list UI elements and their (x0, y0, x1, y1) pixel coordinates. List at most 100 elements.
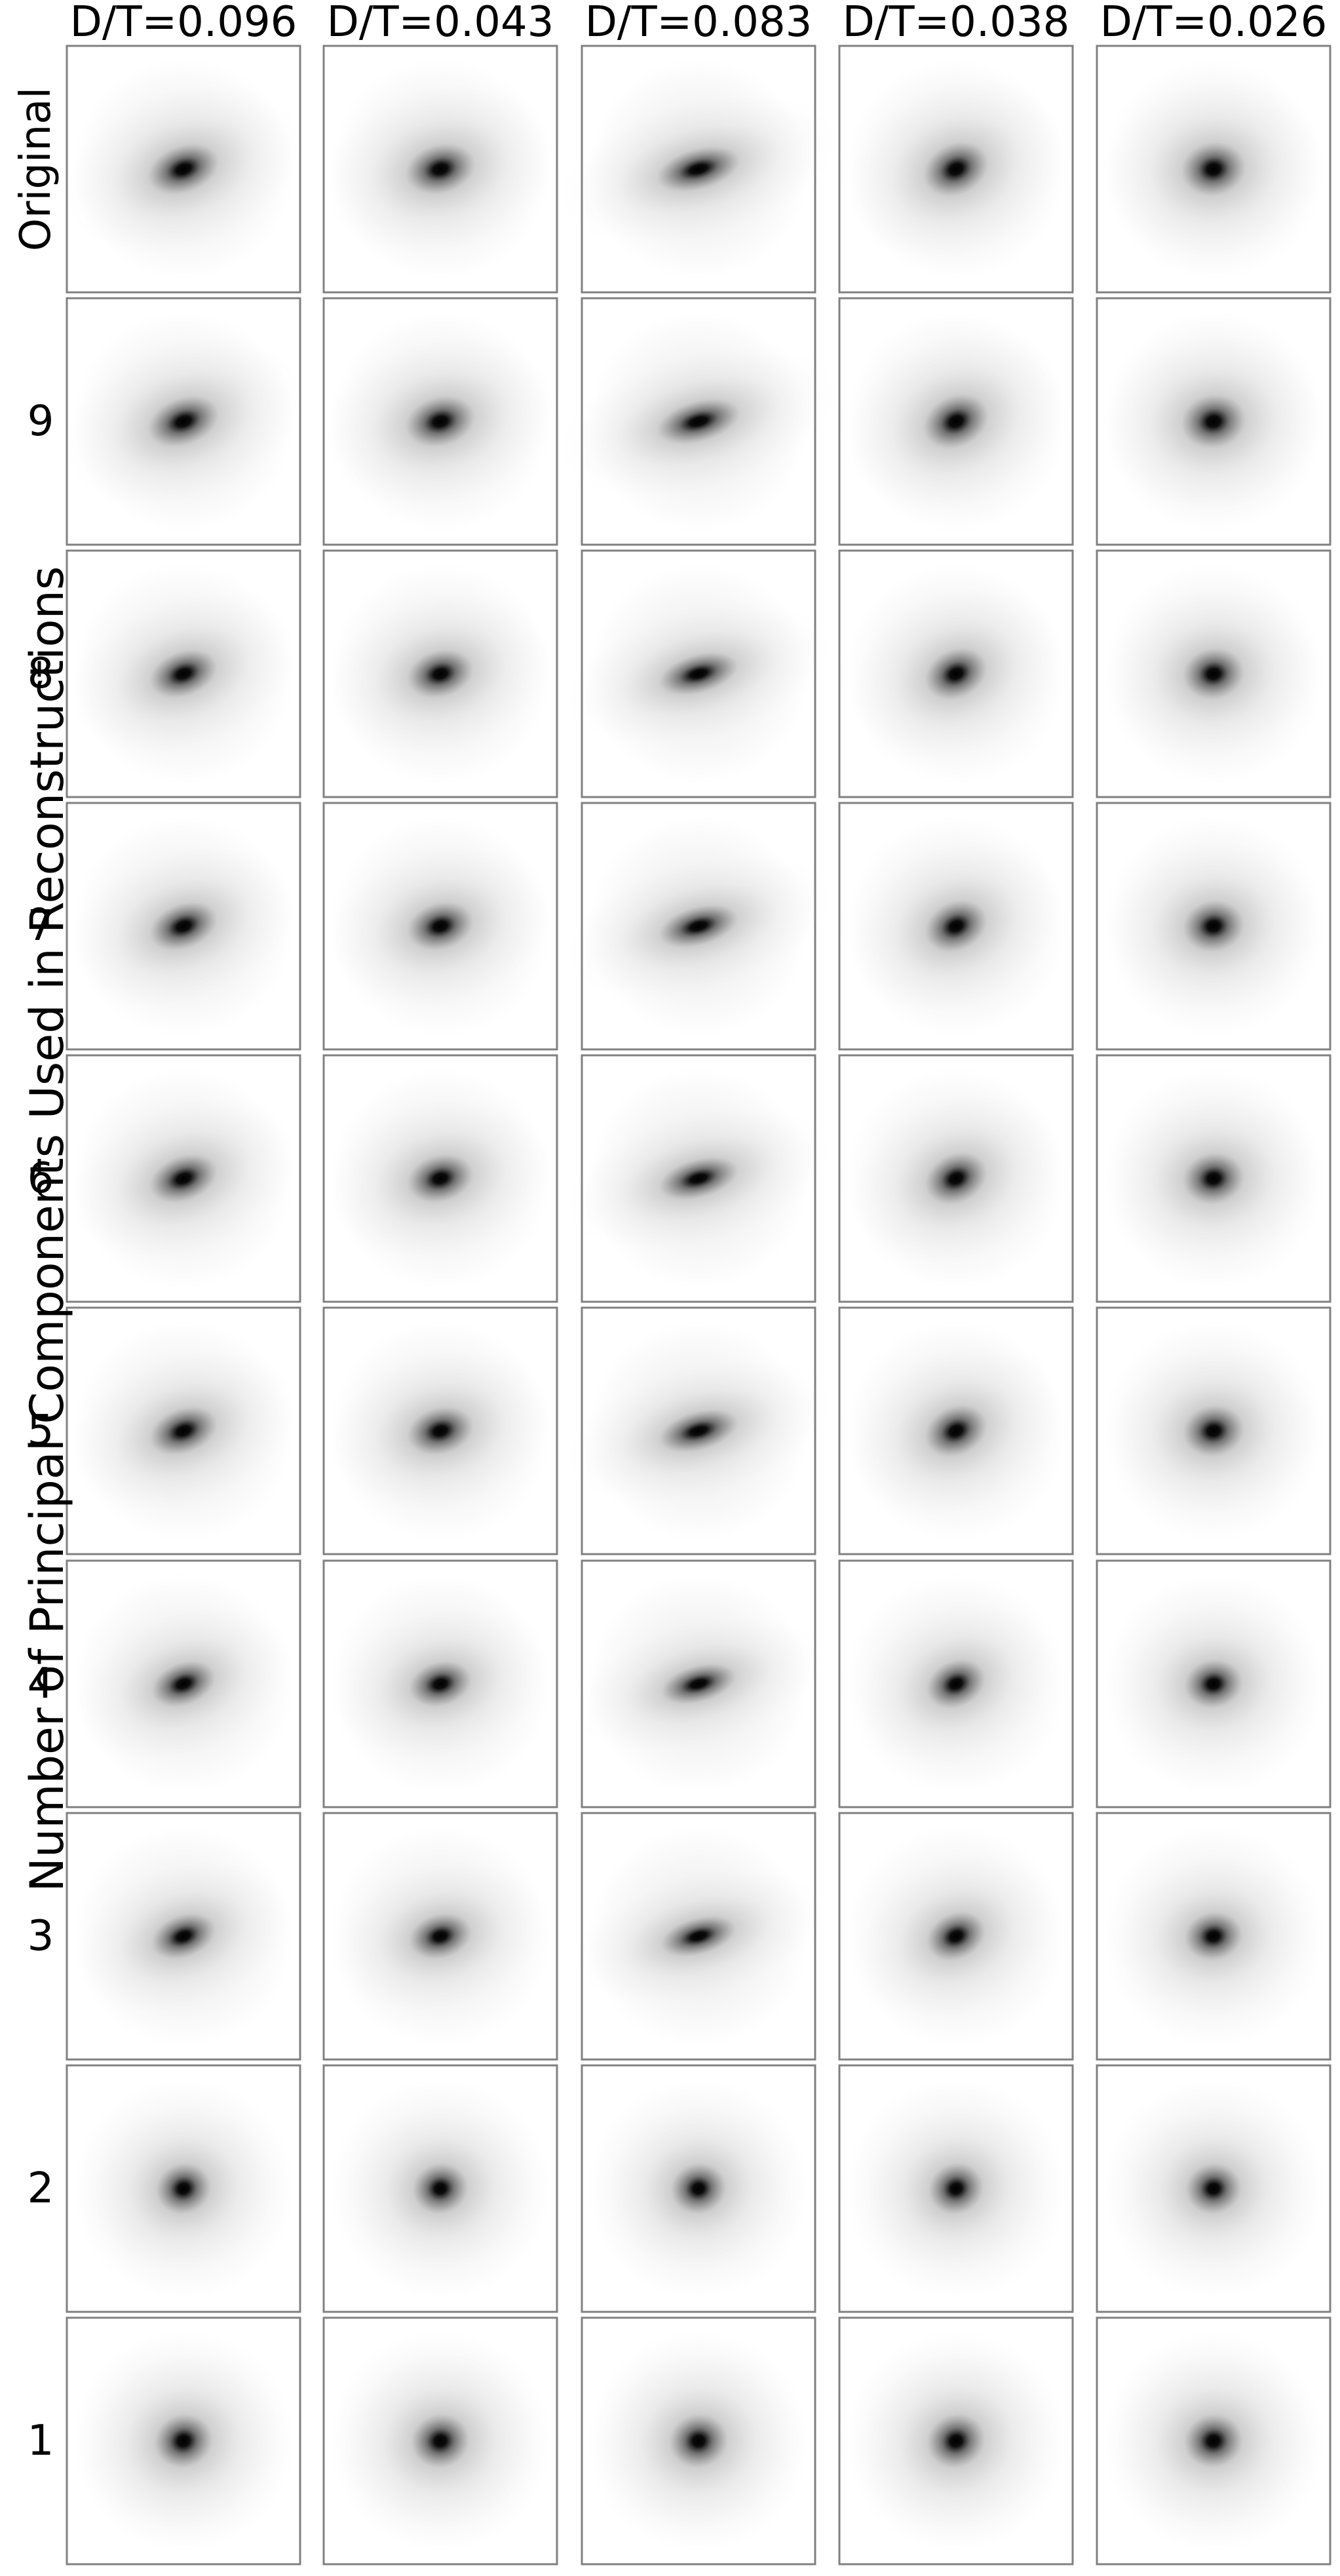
image-panel (322, 2064, 558, 2313)
image-panel (322, 297, 558, 546)
image-panel (322, 45, 558, 294)
galaxy-core (1111, 1345, 1316, 1517)
image-panel (838, 1812, 1074, 2061)
image-panel (573, 1812, 824, 2061)
image-panel (322, 1812, 558, 2061)
galaxy-core (71, 1097, 296, 1260)
galaxy-core (1117, 1603, 1311, 1765)
galaxy-core (86, 2351, 281, 2531)
galaxy-core (566, 1107, 831, 1250)
row-label: Original (12, 87, 60, 251)
image-panel (65, 45, 302, 294)
galaxy-core (560, 346, 837, 497)
image-panel (322, 549, 558, 798)
galaxy-core (606, 2103, 791, 2274)
image-panel (1096, 297, 1331, 546)
column-title: D/T=0.096 (70, 0, 297, 47)
image-panel (1096, 549, 1331, 798)
row-label: 9 (28, 397, 54, 446)
galaxy-core (864, 2102, 1048, 2275)
image-panel (1096, 45, 1331, 294)
galaxy-core (1117, 1855, 1311, 2018)
galaxy-core (566, 602, 831, 745)
galaxy-core (335, 1607, 545, 1761)
image-panel (66, 2316, 301, 2566)
galaxy-core (573, 1868, 824, 2004)
image-panel (1096, 2316, 1331, 2566)
image-panel (566, 802, 831, 1051)
galaxy-core (852, 587, 1060, 760)
galaxy-core (77, 1860, 290, 2013)
row-label: 5 (28, 1407, 54, 1455)
galaxy-core (330, 593, 551, 754)
image-panel (838, 1559, 1074, 1808)
image-panel (566, 549, 831, 798)
galaxy-core (566, 855, 831, 998)
image-panel (581, 2064, 816, 2313)
image-panel (560, 297, 837, 546)
row-label: 3 (28, 1912, 54, 1961)
galaxy-core (71, 593, 296, 755)
image-panel (66, 1306, 301, 1555)
image-panel (66, 549, 301, 798)
image-panel (573, 1559, 824, 1808)
galaxy-core (1105, 79, 1322, 260)
image-panel (66, 1054, 301, 1303)
galaxy-core (1111, 840, 1316, 1012)
image-panel (566, 1306, 831, 1555)
galaxy-core (343, 2351, 538, 2531)
image-panel (66, 802, 301, 1051)
column-title: D/T=0.043 (327, 0, 554, 47)
y-axis-title: Number of Principal Components Used in R… (20, 566, 74, 1892)
galaxy-core (852, 1344, 1060, 1517)
image-panel (322, 1054, 558, 1303)
image-panel (838, 549, 1074, 798)
galaxy-core (71, 1350, 296, 1512)
image-panel (581, 2316, 816, 2566)
image-panel (1096, 1812, 1331, 2061)
galaxy-core (573, 1616, 824, 1752)
image-panel (838, 1306, 1074, 1555)
image-panel (1096, 1559, 1331, 1808)
image-panel (838, 802, 1074, 1051)
image-panel (66, 1559, 301, 1808)
column-title: D/T=0.026 (1100, 0, 1328, 47)
galaxy-core (1111, 1093, 1316, 1264)
galaxy-core (847, 78, 1065, 260)
column-title: D/T=0.038 (843, 0, 1070, 47)
image-panel (65, 297, 302, 546)
galaxy-core (330, 1098, 551, 1259)
galaxy-core (858, 1602, 1054, 1766)
row-label: 6 (28, 1154, 54, 1203)
image-panel (838, 2064, 1074, 2313)
image-panel (322, 2316, 558, 2566)
galaxy-core (566, 1359, 831, 1502)
galaxy-core (65, 84, 302, 254)
galaxy-core (601, 2351, 796, 2531)
row-label: 7 (28, 902, 54, 950)
galaxy-core (330, 1350, 551, 1512)
image-panel (322, 1559, 558, 1808)
row-label: 2 (28, 2164, 54, 2213)
galaxy-core (65, 336, 302, 507)
galaxy-core (847, 330, 1065, 513)
row-label: 8 (28, 650, 54, 698)
galaxy-core (1115, 2351, 1312, 2531)
galaxy-core (71, 845, 296, 1007)
galaxy-core (330, 846, 551, 1007)
image-panel (1096, 1054, 1331, 1303)
galaxy-core (560, 94, 837, 244)
row-label: 1 (28, 2417, 54, 2465)
galaxy-core (324, 336, 556, 507)
image-panel (838, 297, 1074, 546)
row-label: 4 (28, 1660, 54, 1708)
galaxy-core (77, 1607, 290, 1761)
galaxy-core (1120, 2104, 1307, 2273)
galaxy-core (324, 84, 556, 254)
image-panel (560, 45, 837, 294)
image-panel (66, 2064, 301, 2313)
galaxy-core (852, 840, 1060, 1013)
image-panel (838, 2316, 1074, 2566)
